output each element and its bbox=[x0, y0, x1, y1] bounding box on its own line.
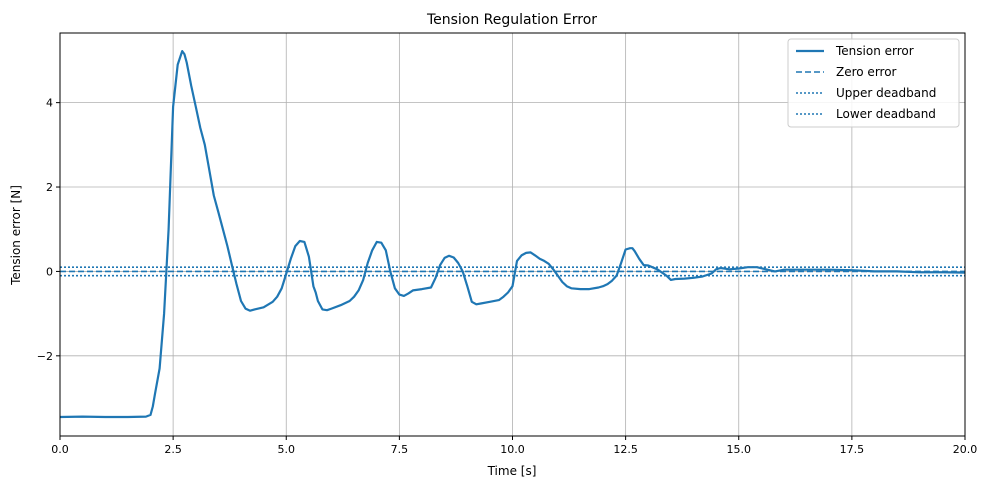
x-axis: 0.0 2.5 5.0 7.5 10.0 12.5 15.0 17.5 20.0 bbox=[51, 436, 977, 456]
y-axis-label: Tension error [N] bbox=[9, 185, 23, 286]
legend-label: Tension error bbox=[835, 44, 914, 58]
y-tick-label: 4 bbox=[46, 97, 53, 110]
y-tick-label: −2 bbox=[37, 350, 53, 363]
x-tick-label: 15.0 bbox=[727, 443, 752, 456]
y-tick-label: 2 bbox=[46, 181, 53, 194]
x-tick-label: 17.5 bbox=[840, 443, 865, 456]
legend-label: Zero error bbox=[836, 65, 897, 79]
legend-label: Upper deadband bbox=[836, 86, 936, 100]
x-tick-label: 5.0 bbox=[278, 443, 296, 456]
x-axis-label: Time [s] bbox=[487, 464, 537, 478]
y-tick-label: 0 bbox=[46, 265, 53, 278]
legend: Tension error Zero error Upper deadband Low… bbox=[787, 38, 960, 128]
x-tick-label: 7.5 bbox=[391, 443, 409, 456]
x-tick-label: 10.0 bbox=[500, 443, 525, 456]
chart-title: Tension Regulation Error bbox=[426, 12, 597, 28]
series-line-tension-error bbox=[59, 49, 966, 419]
x-tick-label: 20.0 bbox=[953, 443, 978, 456]
x-tick-label: 12.5 bbox=[613, 443, 638, 456]
x-tick-label: 2.5 bbox=[164, 443, 182, 456]
series-layer bbox=[59, 49, 966, 419]
x-tick-label: 0.0 bbox=[51, 443, 69, 456]
y-axis: −2 0 2 4 bbox=[37, 97, 60, 363]
legend-label: Lower deadband bbox=[836, 107, 936, 121]
legend-box bbox=[787, 38, 960, 128]
reference-lines bbox=[60, 266, 965, 277]
